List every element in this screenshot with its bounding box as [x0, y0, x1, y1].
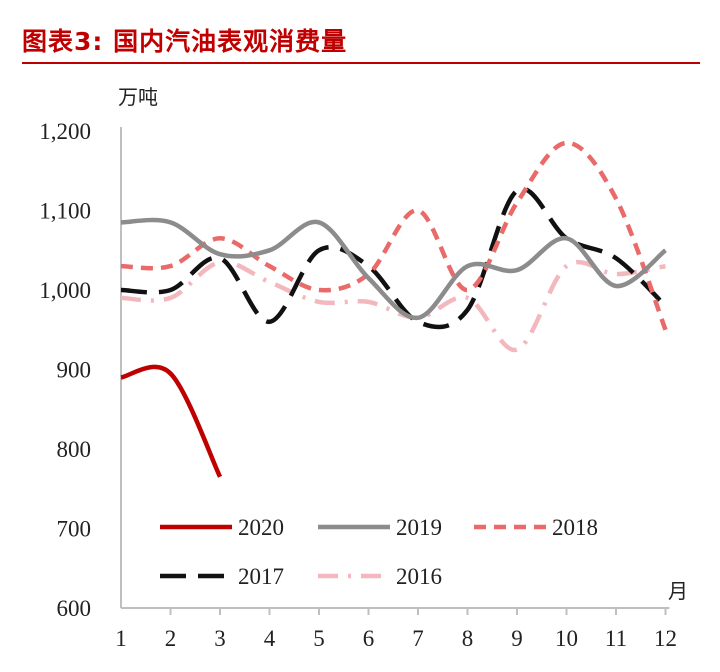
x-tick-label: 5 [313, 626, 325, 651]
y-tick-label: 800 [57, 437, 92, 462]
x-tick-label: 12 [654, 626, 677, 651]
series-line-2018 [120, 140, 668, 331]
legend-label-2019: 2019 [396, 515, 442, 540]
x-tick-label: 4 [264, 626, 276, 651]
x-tick-label: 6 [363, 626, 375, 651]
y-tick-label: 1,000 [39, 278, 91, 303]
legend-label-2016: 2016 [396, 564, 442, 589]
x-axis-unit: 月 [668, 579, 688, 603]
legend-label-2020: 2020 [238, 515, 284, 540]
x-tick-label: 11 [605, 626, 627, 651]
title-bar: 图表3: 国内汽油表观消费量 [22, 18, 700, 64]
legend: 2020 2019 2018 2017 2016 [160, 515, 598, 589]
x-tick-label: 10 [555, 626, 578, 651]
x-tick-label: 2 [165, 626, 177, 651]
legend-label-2018: 2018 [552, 515, 598, 540]
y-tick-label: 700 [57, 517, 92, 542]
y-tick-label: 600 [57, 596, 92, 621]
x-tick-label: 9 [511, 626, 523, 651]
y-tick-label: 1,100 [39, 199, 91, 224]
series-line-2019 [120, 217, 667, 321]
y-axis-unit: 万吨 [118, 85, 158, 109]
series-line-2020 [120, 364, 223, 478]
x-tick-label: 7 [412, 626, 424, 651]
y-tick-label: 1,200 [39, 119, 91, 144]
x-tick-label: 1 [115, 626, 127, 651]
x-tick-label: 8 [462, 626, 474, 651]
legend-label-2017: 2017 [238, 564, 284, 589]
chart-title: 图表3: 国内汽油表观消费量 [22, 27, 348, 56]
y-tick-label: 900 [57, 358, 92, 383]
series-lines [120, 140, 668, 478]
x-tick-label: 3 [214, 626, 226, 651]
